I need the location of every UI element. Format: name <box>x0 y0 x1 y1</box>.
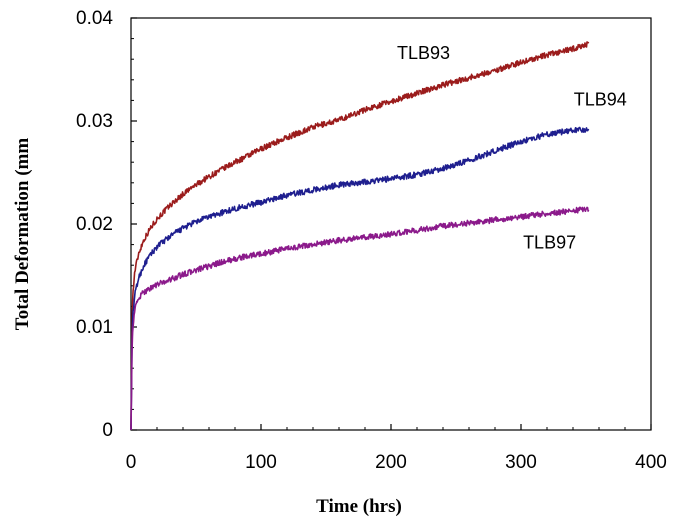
axis-ticks <box>130 17 652 431</box>
x-tick-label: 0 <box>126 452 137 473</box>
x-tick-label: 300 <box>505 452 537 473</box>
y-tick-label: 0.03 <box>76 111 113 132</box>
y-tick-label: 0.01 <box>76 317 113 338</box>
series-line-tlb94 <box>130 126 590 431</box>
y-axis-title: Total Deformation (mm <box>12 138 33 331</box>
plot-frame <box>130 17 652 431</box>
x-tick-label: 200 <box>375 452 407 473</box>
series-line-tlb97 <box>130 206 590 431</box>
series-label-tlb97: TLB97 <box>523 233 576 253</box>
series-line-tlb93 <box>130 41 590 431</box>
y-tick-label: 0 <box>102 420 113 441</box>
y-tick-label: 0.04 <box>76 8 113 29</box>
series-label-tlb94: TLB94 <box>574 90 627 110</box>
x-axis-title: Time (hrs) <box>316 496 402 517</box>
series-lines <box>130 41 590 431</box>
y-tick-label: 0.02 <box>76 214 113 235</box>
series-annotations: TLB93 TLB94 TLB97 <box>397 43 627 253</box>
x-tick-labels: 0 100 200 300 400 <box>126 452 667 473</box>
x-tick-label: 400 <box>635 452 667 473</box>
series-label-tlb93: TLB93 <box>397 43 450 63</box>
x-tick-label: 100 <box>245 452 277 473</box>
y-tick-labels: 0 0.01 0.02 0.03 0.04 <box>76 8 113 441</box>
